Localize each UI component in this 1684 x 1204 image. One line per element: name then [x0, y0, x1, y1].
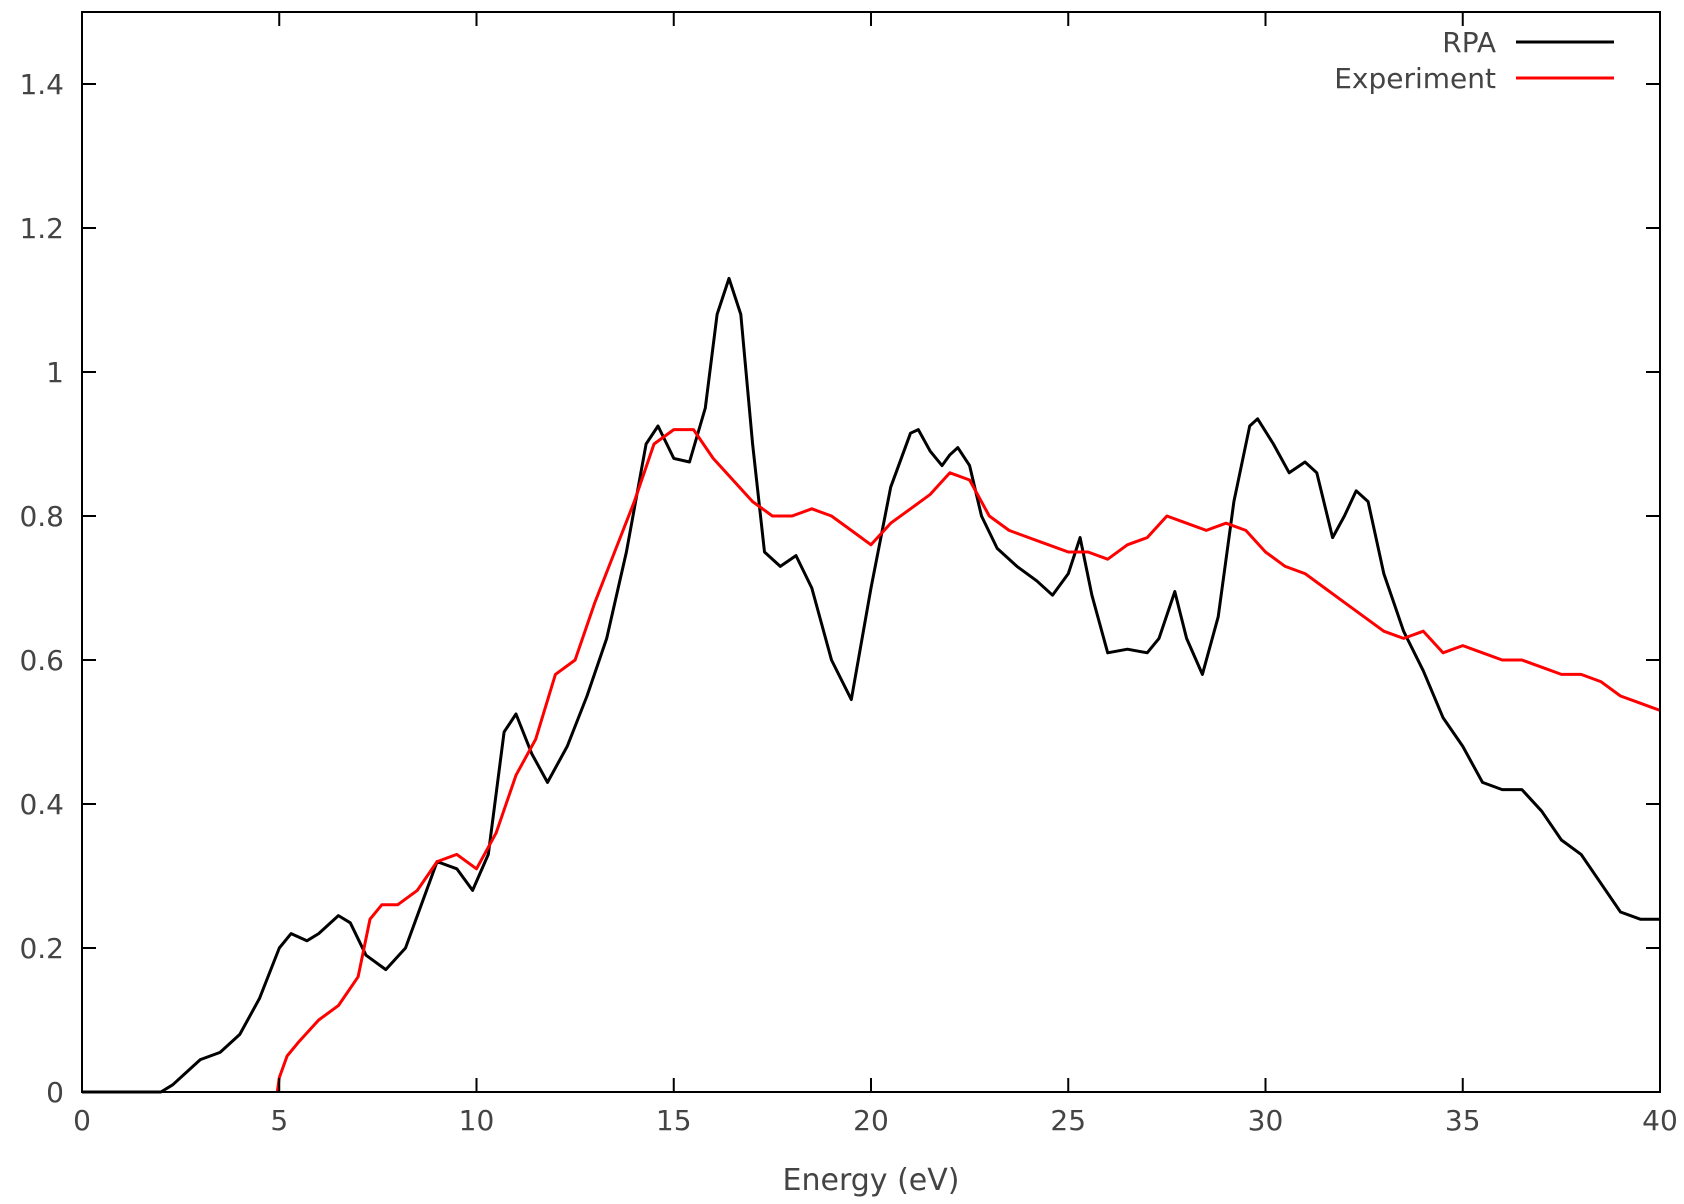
ticks-layer	[81, 12, 1661, 1093]
x-tick-labels: 0 5 10 15 20 25 30 35 40	[73, 1104, 1678, 1137]
y-tick-label: 1.4	[19, 68, 64, 101]
y-tick-label: 0.2	[19, 932, 64, 965]
y-tick-labels: 0 0.2 0.4 0.6 0.8 1 1.2 1.4	[19, 68, 64, 1109]
x-tick-label: 0	[73, 1104, 91, 1137]
y-tick-label: 1	[46, 356, 64, 389]
x-tick-label: 25	[1050, 1104, 1086, 1137]
legend-label: Experiment	[1334, 62, 1496, 95]
y-tick-label: 0.6	[19, 644, 64, 677]
series-line-rpa	[82, 276, 1660, 1094]
series-line-experiment	[275, 428, 1661, 1093]
x-axis-title: Energy (eV)	[783, 1163, 960, 1198]
x-tick-label: 35	[1445, 1104, 1481, 1137]
y-tick-label: 0	[46, 1076, 64, 1109]
y-tick-label: 0.8	[19, 500, 64, 533]
x-tick-label: 15	[656, 1104, 692, 1137]
x-tick-label: 30	[1248, 1104, 1284, 1137]
series-layer	[82, 276, 1661, 1094]
y-tick-label: 0.4	[19, 788, 64, 821]
x-tick-label: 10	[459, 1104, 495, 1137]
y-tick-label: 1.2	[19, 212, 64, 245]
legend-label: RPA	[1442, 26, 1496, 59]
x-tick-label: 40	[1642, 1104, 1678, 1137]
x-tick-label: 20	[853, 1104, 889, 1137]
x-tick-label: 5	[270, 1104, 288, 1137]
